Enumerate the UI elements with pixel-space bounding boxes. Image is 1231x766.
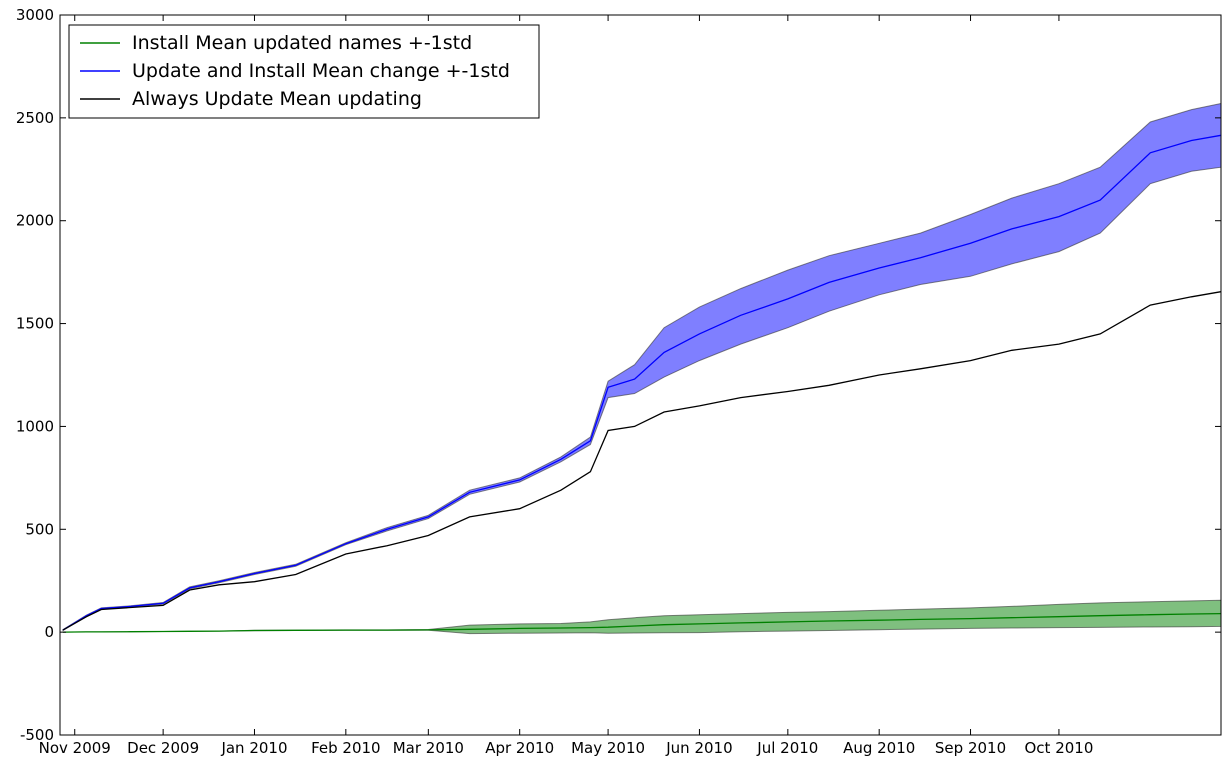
legend-label-install: Install Mean updated names +-1std <box>132 32 472 54</box>
legend-label-always-update: Always Update Mean updating <box>132 88 422 110</box>
plot-frame <box>59 14 1222 736</box>
legend: Install Mean updated names +-1std Update… <box>68 24 540 119</box>
y-tick-label: 1500 <box>16 315 54 333</box>
x-tick-label: Mar 2010 <box>393 739 464 757</box>
y-tick-label: -500 <box>20 726 54 744</box>
y-tick-label: 0 <box>44 623 54 641</box>
x-tick-label: Nov 2009 <box>39 739 111 757</box>
y-tick-label: 2500 <box>16 109 54 127</box>
y-tick-label: 500 <box>25 520 54 538</box>
legend-box <box>68 24 540 119</box>
legend-item-always-update: Always Update Mean updating <box>80 88 422 110</box>
x-tick-label: Feb 2010 <box>311 739 381 757</box>
legend-item-install: Install Mean updated names +-1std <box>80 32 472 54</box>
legend-item-update-install: Update and Install Mean change +-1std <box>80 60 510 82</box>
series-line-always-update <box>62 291 1222 631</box>
x-tick-label: Aug 2010 <box>843 739 915 757</box>
x-tick-label: Sep 2010 <box>935 739 1006 757</box>
x-tick-label: Jun 2010 <box>665 739 732 757</box>
series-line-install <box>62 612 1222 633</box>
series-line-update-install <box>62 134 1222 631</box>
axes: -500 0 500 1000 1500 2000 2500 3000 Nov 2009 Dec … <box>16 6 1221 757</box>
x-tick-label: Jul 2010 <box>756 739 818 757</box>
legend-label-update-install: Update and Install Mean change +-1std <box>132 60 510 82</box>
y-tick-label: 3000 <box>16 6 54 24</box>
y-tick-label: 1000 <box>16 417 54 435</box>
x-tick-label: Jan 2010 <box>220 739 287 757</box>
x-tick-label: Oct 2010 <box>1024 739 1093 757</box>
x-tick-label: May 2010 <box>571 739 645 757</box>
y-tick-label: 2000 <box>16 212 54 230</box>
x-tick-label: Dec 2009 <box>127 739 199 757</box>
x-tick-label: Apr 2010 <box>485 739 554 757</box>
